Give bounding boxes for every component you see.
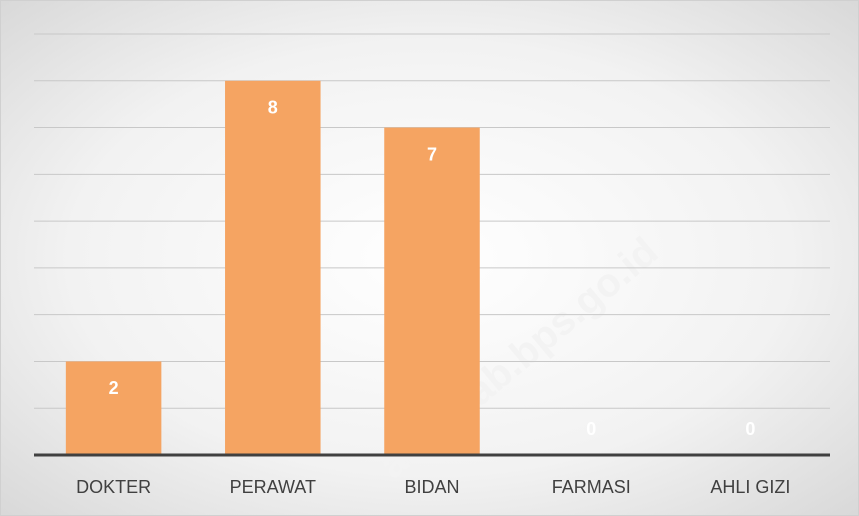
data-label: 8 <box>268 98 278 118</box>
data-label: 7 <box>427 144 437 164</box>
x-tick-label: PERAWAT <box>230 477 316 497</box>
x-tick-label: BIDAN <box>404 477 459 497</box>
bar <box>384 127 480 456</box>
x-tick-label: DOKTER <box>76 477 151 497</box>
data-label: 0 <box>586 419 596 439</box>
data-label: 2 <box>109 378 119 398</box>
bar <box>225 80 321 456</box>
data-label: 0 <box>745 419 755 439</box>
bar <box>65 361 162 455</box>
x-tick-label: FARMASI <box>552 477 631 497</box>
x-tick-label: AHLI GIZI <box>710 477 790 497</box>
